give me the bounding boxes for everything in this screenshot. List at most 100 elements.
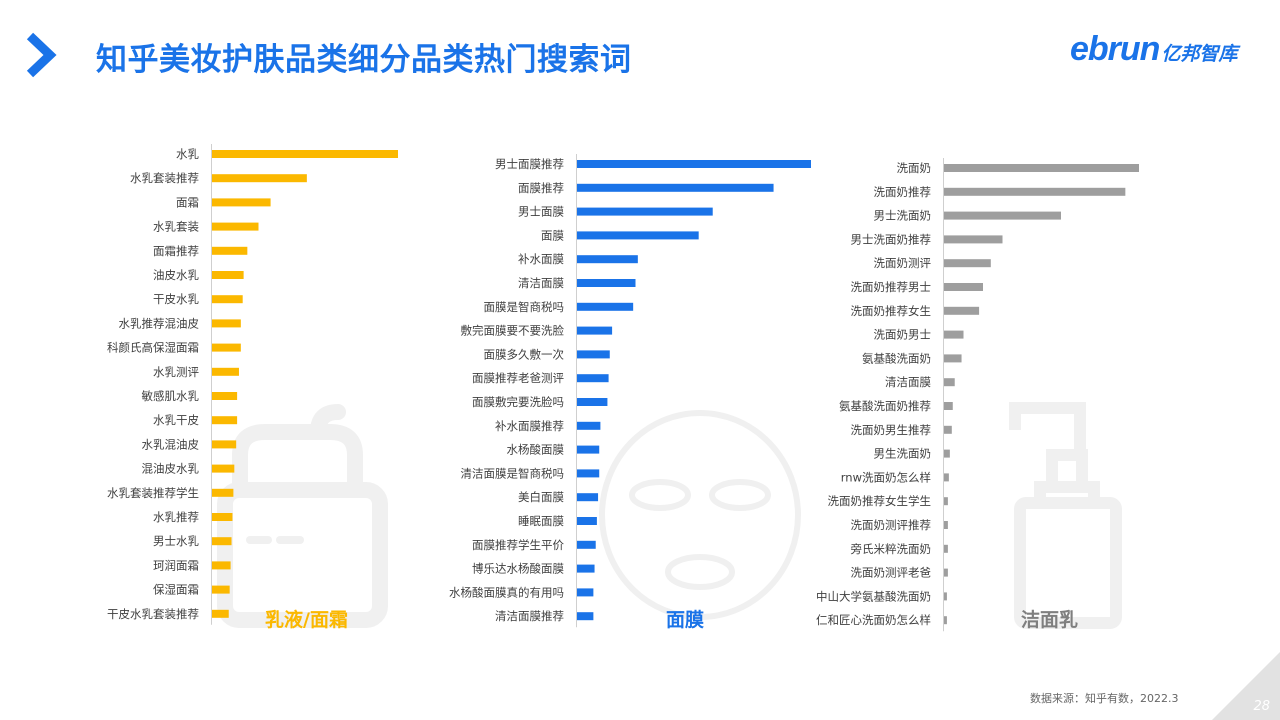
bar xyxy=(212,222,259,231)
category-label: 洗面奶男生推荐 xyxy=(851,423,932,437)
category-label: 面膜多久敷一次 xyxy=(484,347,565,361)
bar xyxy=(577,374,609,383)
face-mask-icon xyxy=(599,410,801,620)
category-label: 油皮水乳 xyxy=(153,268,199,282)
category-label: 洗面奶推荐男士 xyxy=(851,280,932,294)
category-label: 水乳推荐混油皮 xyxy=(119,316,200,330)
bar xyxy=(577,612,594,621)
category-label: rnw洗面奶怎么样 xyxy=(841,470,931,484)
category-label: 男士洗面奶 xyxy=(874,209,932,223)
bar xyxy=(944,211,1061,220)
page-title: 知乎美妆护肤品类细分品类热门搜索词 xyxy=(96,42,632,78)
bar xyxy=(944,330,964,339)
category-label: 洗面奶推荐女生 xyxy=(851,304,932,318)
category-label: 面膜推荐 xyxy=(518,181,564,195)
bar xyxy=(212,609,229,618)
bar xyxy=(212,488,234,497)
category-label: 敏感肌水乳 xyxy=(142,389,200,403)
category-label: 水杨酸面膜真的有用吗 xyxy=(449,585,564,599)
bar xyxy=(212,537,232,546)
bar xyxy=(212,295,243,304)
bar xyxy=(577,160,811,168)
bar xyxy=(944,306,980,315)
page-number: 28 xyxy=(1253,699,1270,714)
category-label: 面膜是智商税吗 xyxy=(484,300,565,314)
category-label: 混油皮水乳 xyxy=(142,462,200,476)
category-label: 旁氏米粹洗面奶 xyxy=(851,542,932,556)
category-label: 清洁面膜 xyxy=(518,276,564,290)
category-label: 面膜敷完要洗脸吗 xyxy=(472,395,564,409)
category-label: 男士洗面奶推荐 xyxy=(851,232,932,246)
chart-title: 洁面乳 xyxy=(1021,608,1078,631)
pump-bottle-icon xyxy=(1009,402,1122,629)
category-label: 水杨酸面膜 xyxy=(507,443,565,457)
category-label: 睡眠面膜 xyxy=(518,514,564,528)
category-label: 面膜推荐学生平价 xyxy=(472,538,564,552)
category-label: 男士水乳 xyxy=(153,534,199,548)
bar xyxy=(944,616,947,625)
bar xyxy=(577,588,594,597)
category-label: 面膜 xyxy=(541,228,564,242)
category-label: 干皮水乳套装推荐 xyxy=(107,607,199,621)
category-label: 美白面膜 xyxy=(518,490,564,504)
corner-decoration xyxy=(1212,652,1280,720)
bar xyxy=(212,464,235,473)
bar xyxy=(577,279,636,287)
bar xyxy=(577,398,608,406)
category-label: 补水面膜 xyxy=(518,252,564,266)
bar-chart-1: 水乳水乳套装推荐面霜水乳套装面霜推荐油皮水乳干皮水乳水乳推荐混油皮科颜氏高保湿面… xyxy=(107,144,398,631)
category-label: 氨基酸洗面奶推荐 xyxy=(839,399,931,413)
category-label: 洗面奶男士 xyxy=(874,328,932,342)
chart-title: 乳液/面霜 xyxy=(265,608,348,631)
data-source: 数据来源：知乎有数，2022.3 xyxy=(1030,692,1179,705)
bar xyxy=(577,469,600,478)
category-label: 水乳套装 xyxy=(153,220,199,234)
category-label: 水乳干皮 xyxy=(153,413,199,427)
category-label: 洗面奶测评推荐 xyxy=(851,518,932,532)
bar xyxy=(212,416,238,425)
bar xyxy=(944,164,1139,172)
bar xyxy=(577,207,713,216)
category-label: 珂润面霜 xyxy=(153,558,199,572)
category-label: 水乳混油皮 xyxy=(142,437,200,451)
bar xyxy=(212,246,248,255)
category-label: 面霜 xyxy=(176,195,199,209)
logo-text: ebrun xyxy=(1070,30,1160,68)
bar-chart-2: 男士面膜推荐面膜推荐男士面膜面膜补水面膜清洁面膜面膜是智商税吗敷完面膜要不要洗脸… xyxy=(449,154,811,631)
bar xyxy=(577,540,596,549)
bar xyxy=(577,231,699,240)
category-label: 中山大学氨基酸洗面奶 xyxy=(816,589,931,603)
bar xyxy=(577,326,613,335)
bar xyxy=(212,440,237,449)
bar xyxy=(212,174,307,183)
cream-jar-icon xyxy=(217,404,388,628)
category-label: 清洁面膜 xyxy=(885,375,931,389)
bar xyxy=(212,585,230,594)
bar xyxy=(577,493,599,502)
bar xyxy=(212,319,241,328)
category-label: 清洁面膜推荐 xyxy=(495,609,564,623)
bar xyxy=(944,425,952,434)
bar xyxy=(577,564,595,573)
bar xyxy=(944,378,955,387)
category-label: 洗面奶测评老爸 xyxy=(851,566,932,580)
bar xyxy=(577,445,600,454)
category-label: 干皮水乳 xyxy=(153,292,199,306)
category-label: 洗面奶推荐女生学生 xyxy=(828,494,932,508)
category-label: 清洁面膜是智商税吗 xyxy=(461,466,565,480)
category-label: 补水面膜推荐 xyxy=(495,419,564,433)
bar xyxy=(944,259,991,268)
bar xyxy=(577,350,610,359)
bar xyxy=(944,449,950,458)
category-label: 男生洗面奶 xyxy=(874,447,932,461)
category-label: 保湿面霜 xyxy=(153,583,199,597)
bar-chart-3: 洗面奶洗面奶推荐男士洗面奶男士洗面奶推荐洗面奶测评洗面奶推荐男士洗面奶推荐女生洗… xyxy=(816,158,1139,632)
category-label: 男士面膜 xyxy=(518,205,564,219)
bar xyxy=(944,592,947,601)
category-label: 水乳推荐 xyxy=(153,510,199,524)
bar xyxy=(944,544,948,553)
bar xyxy=(944,354,962,363)
bar xyxy=(212,392,238,400)
category-label: 洗面奶测评 xyxy=(874,256,932,270)
bar xyxy=(944,521,948,529)
